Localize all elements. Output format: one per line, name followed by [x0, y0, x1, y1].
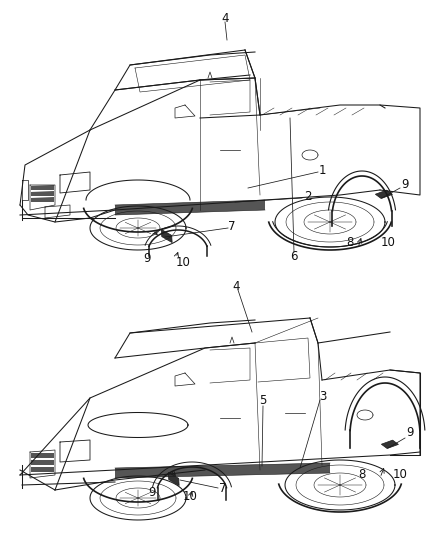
Text: 4: 4: [221, 12, 229, 25]
Text: 3: 3: [319, 391, 327, 403]
Polygon shape: [115, 200, 265, 215]
Polygon shape: [115, 463, 330, 478]
Polygon shape: [31, 185, 54, 190]
Polygon shape: [31, 467, 54, 472]
Text: 9: 9: [406, 426, 414, 440]
Text: 9: 9: [143, 253, 151, 265]
Text: 4: 4: [232, 279, 240, 293]
Text: 7: 7: [228, 221, 236, 233]
Text: 5: 5: [259, 393, 267, 407]
Text: 10: 10: [183, 490, 198, 504]
Polygon shape: [31, 197, 54, 202]
Text: 9: 9: [401, 179, 409, 191]
Text: 1: 1: [318, 164, 326, 176]
Text: 10: 10: [176, 256, 191, 270]
Polygon shape: [161, 229, 172, 243]
Text: 9: 9: [148, 486, 156, 498]
Polygon shape: [381, 440, 399, 448]
Polygon shape: [31, 191, 54, 196]
Text: 10: 10: [381, 236, 396, 248]
Polygon shape: [375, 190, 392, 198]
Text: 8: 8: [346, 236, 354, 248]
Text: 7: 7: [219, 481, 227, 495]
Polygon shape: [31, 453, 54, 458]
Polygon shape: [168, 472, 179, 486]
Text: 8: 8: [358, 469, 366, 481]
Text: 2: 2: [304, 190, 312, 204]
Text: 6: 6: [290, 251, 298, 263]
Text: 10: 10: [392, 469, 407, 481]
Polygon shape: [31, 460, 54, 465]
